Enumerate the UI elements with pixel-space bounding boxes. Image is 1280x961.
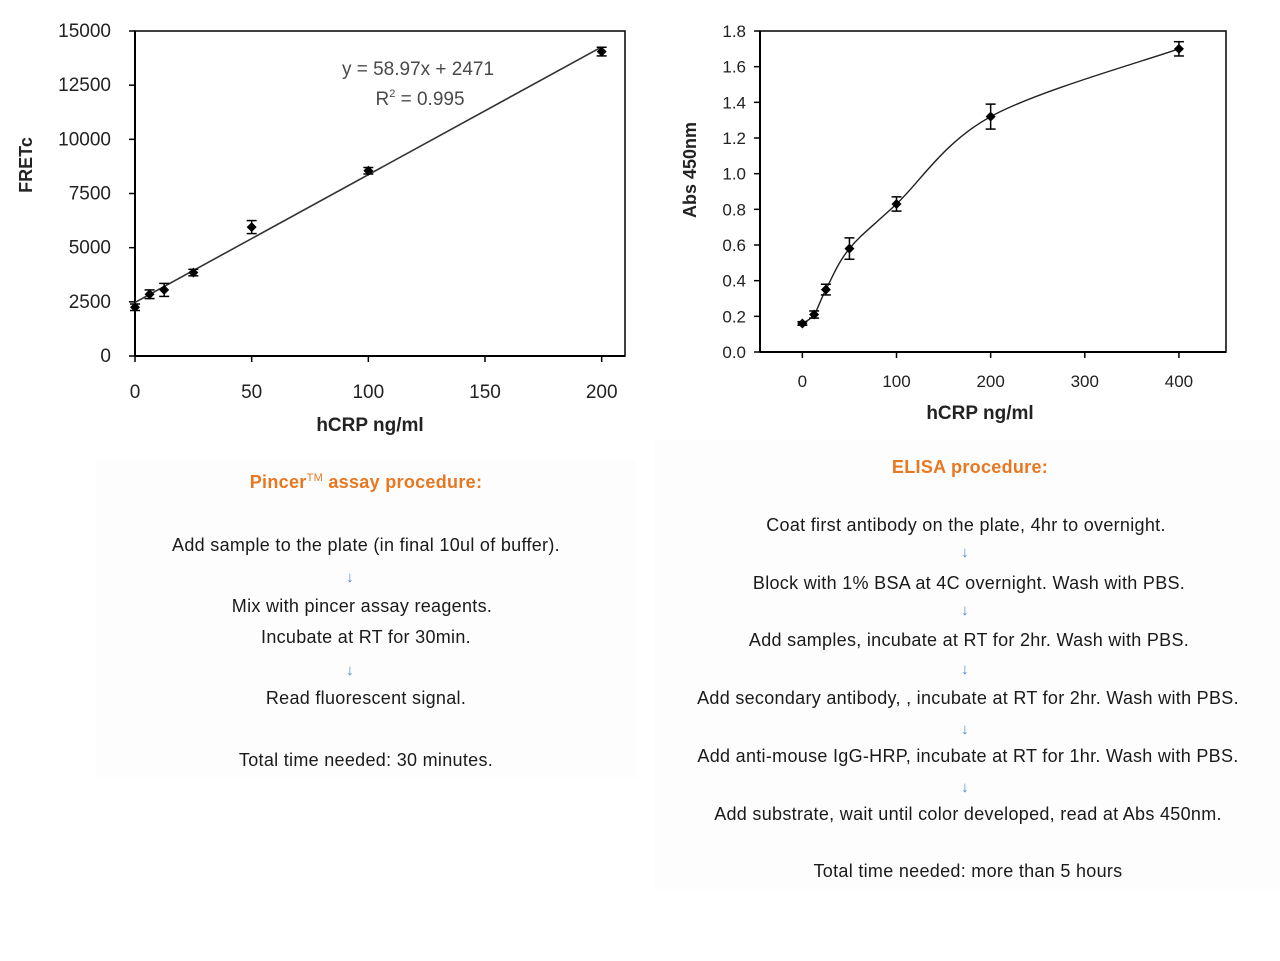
data-point	[985, 111, 996, 122]
y-tick-label: 15000	[58, 21, 111, 42]
elisa-chart: 0.0 0.2 0.4 0.6 0.8 1.0 1.2 1.4 1.6 1.8 0 100 200 300…	[680, 22, 1227, 424]
plot-frame	[759, 30, 1227, 353]
data-point	[797, 318, 808, 329]
x-tick-label: 0	[130, 382, 141, 403]
data-point	[809, 309, 820, 320]
data-point	[246, 222, 257, 233]
y-tick-label: 1.8	[722, 22, 746, 41]
r2-sup: 2	[389, 88, 395, 100]
data-point	[1173, 43, 1184, 54]
y-tick-label: 1.4	[722, 93, 746, 112]
x-tick-label: 0	[798, 372, 807, 391]
arrow-down-icon: ↓	[961, 544, 969, 561]
pincer-total-time: Total time needed: 30 minutes.	[238, 750, 494, 770]
y-tick-label: 1.2	[722, 129, 746, 148]
elisa-step-4: Add secondary antibody, , incubate at RT…	[697, 688, 1239, 708]
y-tick-label: 0.2	[722, 307, 746, 326]
data-point	[891, 198, 902, 209]
y-tick-label: 10000	[58, 129, 111, 150]
r-squared-label: R2 = 0.995	[375, 88, 464, 110]
elisa-step-6: Add substrate, wait until color develope…	[714, 804, 1222, 824]
x-tick-label: 100	[352, 382, 384, 403]
x-tick-label: 200	[976, 372, 1004, 391]
pincer-step-1: Add sample to the plate (in final 10ul o…	[172, 535, 560, 555]
elisa-panel	[655, 440, 1280, 890]
pincer-step-2a: Mix with pincer assay reagents.	[231, 596, 493, 616]
arrow-down-icon: ↓	[961, 602, 969, 619]
data-point	[820, 284, 831, 295]
pincer-title: PincerTM assay procedure:	[250, 472, 483, 493]
data-point	[159, 284, 170, 295]
y-tick-label: 0.6	[722, 236, 746, 255]
pincer-step-2b: Incubate at RT for 30min.	[261, 627, 471, 647]
y-tick-label: 5000	[69, 238, 111, 259]
y-tick-label: 0.0	[722, 343, 746, 362]
x-tick-label: 200	[586, 382, 618, 403]
data-point	[363, 165, 374, 176]
arrow-down-icon: ↓	[961, 721, 969, 738]
y-tick-label: 0.4	[722, 272, 746, 291]
elisa-step-2: Block with 1% BSA at 4C overnight. Wash …	[752, 573, 1186, 593]
arrow-down-icon: ↓	[961, 779, 969, 796]
data-point	[844, 243, 855, 254]
data-point	[188, 267, 199, 278]
y-tick-label: 1.0	[722, 165, 746, 184]
data-point	[130, 302, 140, 313]
x-tick-label: 300	[1071, 372, 1099, 391]
y-axis-label: Abs 450nm	[680, 122, 700, 218]
x-tick-label: 150	[469, 382, 501, 403]
pincer-panel	[96, 460, 636, 778]
x-tick-label: 100	[882, 372, 910, 391]
x-tick-label: 400	[1165, 372, 1193, 391]
r2-r: R	[375, 89, 389, 110]
fretc-chart: 0 2500 5000 7500 10000 12500 15000 0 50 100 150 200…	[16, 21, 626, 436]
data-point	[596, 46, 607, 57]
pincer-title-sup: TM	[306, 472, 324, 484]
pincer-title-main: Pincer	[249, 472, 307, 492]
elisa-total-time: Total time needed: more than 5 hours	[813, 861, 1123, 881]
arrow-down-icon: ↓	[346, 569, 354, 586]
arrow-down-icon: ↓	[346, 662, 354, 679]
y-tick-label: 0	[100, 346, 111, 367]
data-point	[144, 289, 155, 300]
x-axis-label: hCRP ng/ml	[316, 415, 423, 436]
y-tick-label: 12500	[58, 75, 111, 96]
pincer-step-3: Read fluorescent signal.	[265, 688, 467, 708]
y-tick-label: 2500	[69, 292, 111, 313]
y-axis-label: FRETc	[16, 137, 36, 193]
elisa-title: ELISA procedure:	[891, 457, 1049, 477]
y-tick-label: 0.8	[722, 200, 746, 219]
x-tick-label: 50	[241, 382, 262, 403]
arrow-down-icon: ↓	[961, 661, 969, 678]
fit-curve	[801, 48, 1180, 325]
x-axis-label: hCRP ng/ml	[926, 403, 1033, 424]
elisa-step-3: Add samples, incubate at RT for 2hr. Was…	[748, 630, 1190, 650]
r2-value: = 0.995	[395, 89, 464, 110]
elisa-step-1: Coat first antibody on the plate, 4hr to…	[766, 515, 1166, 535]
y-tick-label: 7500	[69, 184, 111, 205]
y-tick-label: 1.6	[722, 58, 746, 77]
elisa-step-5: Add anti-mouse IgG-HRP, incubate at RT f…	[697, 746, 1239, 766]
trendline-equation: y = 58.97x + 2471	[342, 59, 494, 80]
pincer-title-rest: assay procedure:	[323, 472, 483, 492]
